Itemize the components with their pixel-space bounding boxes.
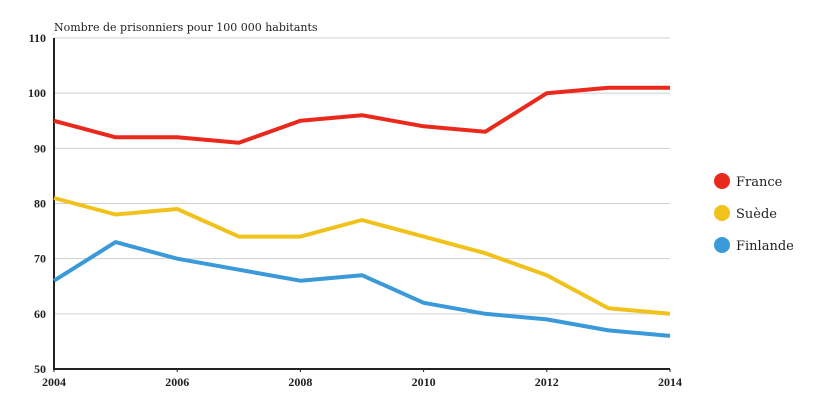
y-tick-label-80: 80 — [34, 197, 46, 211]
gridlines — [54, 37, 670, 315]
axes — [53, 38, 670, 370]
y-ticks: 50 60 70 80 90 100 110 — [28, 31, 46, 376]
y-tick-label-90: 90 — [34, 141, 46, 155]
series-lines — [52, 85, 671, 338]
x-tick-label-2006: 2006 — [165, 375, 189, 389]
y-tick-label-70: 70 — [34, 252, 46, 266]
x-ticks: 2004 2006 2008 2010 2012 2014 — [42, 369, 682, 389]
x-tick-label-2008: 2008 — [288, 375, 312, 389]
y-tick-label-100: 100 — [28, 86, 46, 100]
series-line-france — [53, 85, 670, 145]
x-tick-label-2004: 2004 — [42, 375, 66, 389]
legend-label-suède: Suède — [736, 207, 777, 222]
y-axis-label: Nombre de prisonniers pour 100 000 habit… — [54, 21, 318, 34]
x-tick-label-2010: 2010 — [412, 375, 436, 389]
y-tick-label-110: 110 — [29, 31, 46, 45]
y-tick-label-50: 50 — [34, 362, 46, 376]
legend-label-france: France — [736, 175, 783, 190]
legend-marker-suède — [714, 205, 730, 221]
legend-label-finlande: Finlande — [736, 239, 794, 254]
legend-marker-finlande — [714, 237, 730, 253]
legend-marker-france — [714, 173, 730, 189]
x-tick-label-2014: 2014 — [658, 375, 682, 389]
legend: France Suède Finlande — [714, 173, 794, 254]
series-line-suède — [53, 196, 671, 316]
x-tick-label-2012: 2012 — [535, 375, 559, 389]
series-line-finlande — [52, 240, 671, 338]
y-tick-label-60: 60 — [34, 307, 46, 321]
